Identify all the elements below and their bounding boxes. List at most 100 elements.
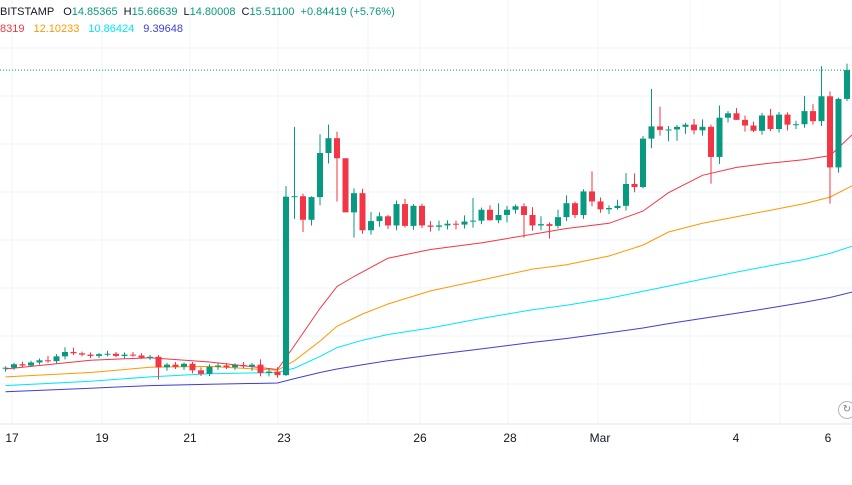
candle-body: [36, 360, 43, 363]
candle: [767, 108, 774, 132]
time-axis: 17 19 21 23 26 28 Mar 4 6: [5, 431, 831, 445]
candle-body: [402, 204, 408, 226]
candle-body: [538, 224, 544, 226]
candle-body: [614, 205, 621, 208]
candle-body: [784, 114, 791, 125]
candle-body: [691, 124, 697, 131]
candle: [334, 131, 340, 202]
candle: [368, 211, 374, 235]
candle-body: [478, 209, 485, 221]
candle-body: [742, 119, 748, 126]
ma-line-4: [5, 291, 852, 393]
candle: [640, 136, 646, 189]
candle: [79, 351, 85, 357]
ma-line-1: [5, 134, 852, 371]
candle: [631, 173, 638, 193]
candle-body: [759, 115, 765, 131]
candle-body: [470, 220, 476, 222]
candle-body: [121, 354, 128, 356]
candle-body: [2, 367, 9, 369]
candle-body: [96, 354, 102, 356]
candle: [393, 200, 400, 231]
candle: [708, 124, 714, 184]
candle-body: [215, 365, 221, 367]
candle: [104, 350, 111, 357]
candle: [232, 363, 238, 370]
candle: [546, 222, 553, 239]
candle-body: [155, 356, 162, 368]
candle-body: [444, 223, 451, 226]
candle-body: [104, 353, 111, 355]
candle: [538, 216, 544, 231]
candle: [189, 362, 196, 374]
candle-body: [164, 364, 170, 368]
ma-line-3: [5, 245, 852, 387]
candle: [606, 205, 612, 215]
candle-body: [308, 197, 315, 220]
candle-body: [708, 126, 714, 157]
low-value: 14.80008: [189, 6, 236, 18]
candle-body: [172, 364, 179, 367]
candle-body: [11, 364, 17, 368]
candle-body: [597, 201, 604, 210]
candle-body: [699, 126, 706, 131]
candle-body: [249, 364, 255, 367]
candle: [274, 367, 281, 378]
candle-body: [801, 111, 808, 125]
candle-body: [274, 371, 281, 376]
candle: [2, 366, 9, 372]
close-label: C: [241, 6, 250, 18]
candle-body: [62, 352, 68, 357]
candle-body: [810, 111, 816, 122]
candle: [453, 220, 459, 230]
candle: [62, 347, 68, 360]
candle: [793, 120, 799, 130]
candle-body: [70, 352, 77, 354]
candle-body: [325, 138, 332, 154]
candle: [155, 355, 162, 380]
candle-body: [130, 354, 136, 356]
candle-body: [436, 225, 442, 227]
candle: [283, 186, 289, 376]
candle: [11, 362, 17, 370]
candle: [784, 112, 791, 131]
candle-body: [223, 365, 230, 368]
candle-body: [300, 196, 306, 220]
candle-body: [546, 224, 553, 226]
candle-body: [555, 217, 561, 226]
scroll-to-realtime-icon[interactable]: ↻: [838, 401, 852, 419]
candle: [691, 118, 697, 135]
candle: [28, 360, 34, 367]
open-label: O: [63, 6, 72, 18]
candle: [410, 204, 417, 230]
candle: [351, 188, 357, 238]
candle: [300, 193, 306, 232]
candle: [504, 205, 510, 223]
candle-body: [87, 354, 94, 356]
candle: [665, 125, 672, 142]
x-tick-label: 17: [5, 431, 19, 445]
candle: [164, 362, 170, 371]
candle: [436, 220, 442, 231]
candle: [614, 199, 621, 210]
candle: [206, 364, 213, 376]
candle-body: [317, 153, 323, 198]
candlestick-series: [2, 63, 850, 380]
candle: [521, 203, 527, 238]
candle-body: [572, 203, 578, 215]
candle-body: [283, 196, 289, 376]
candle: [776, 112, 782, 133]
candle: [529, 207, 536, 231]
candle-body: [147, 356, 153, 358]
candle-body: [351, 193, 357, 213]
candle: [385, 214, 391, 229]
x-tick-label: 28: [503, 431, 517, 445]
candle-body: [521, 206, 527, 215]
candle-body: [19, 364, 26, 366]
chart-grid: [0, 0, 852, 424]
candle: [257, 359, 264, 377]
candle: [572, 201, 578, 219]
candle-body: [427, 225, 434, 227]
candle: [113, 352, 119, 358]
